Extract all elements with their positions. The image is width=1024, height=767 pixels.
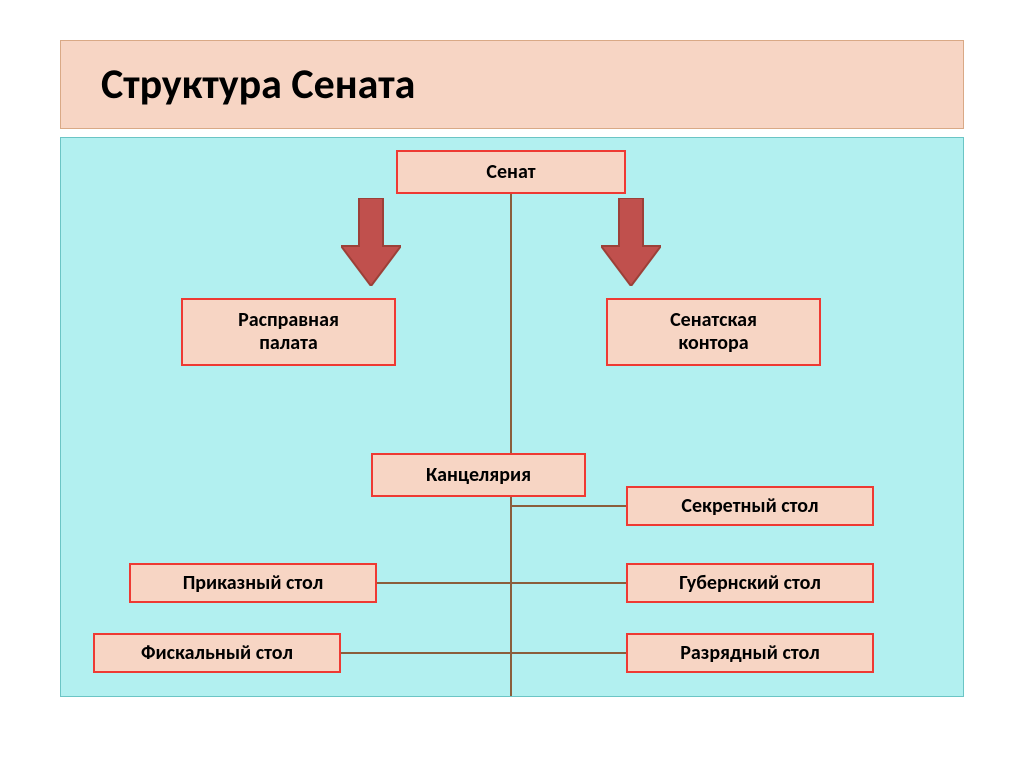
node-razryadny: Разрядный стол xyxy=(626,633,874,673)
node-label: Разрядный стол xyxy=(680,642,819,665)
down-arrow-icon xyxy=(341,198,401,286)
down-arrow-icon xyxy=(601,198,661,286)
node-label: Секретный стол xyxy=(681,495,818,518)
node-kancelyariya: Канцелярия xyxy=(371,453,586,497)
node-fiskalny: Фискальный стол xyxy=(93,633,341,673)
page-title: Структура Сената xyxy=(101,59,923,110)
node-gubernsky: Губернский стол xyxy=(626,563,874,603)
node-label: Фискальный стол xyxy=(141,642,293,665)
node-label: Канцелярия xyxy=(426,464,531,487)
diagram-area: Сенат Расправнаяпалата Сенатскаяконтора … xyxy=(60,137,964,697)
node-senatskaya: Сенатскаяконтора xyxy=(606,298,821,366)
node-label: Расправнаяпалата xyxy=(238,309,339,355)
node-label: Сенат xyxy=(486,161,535,184)
node-label: Приказный стол xyxy=(183,572,324,595)
title-bar: Структура Сената xyxy=(60,40,964,129)
node-label: Сенатскаяконтора xyxy=(670,309,757,355)
connector-lines xyxy=(61,138,963,696)
node-label: Губернский стол xyxy=(679,572,821,595)
node-senat: Сенат xyxy=(396,150,626,194)
node-raspravnaya: Расправнаяпалата xyxy=(181,298,396,366)
node-prikazny: Приказный стол xyxy=(129,563,377,603)
node-sekretny: Секретный стол xyxy=(626,486,874,526)
